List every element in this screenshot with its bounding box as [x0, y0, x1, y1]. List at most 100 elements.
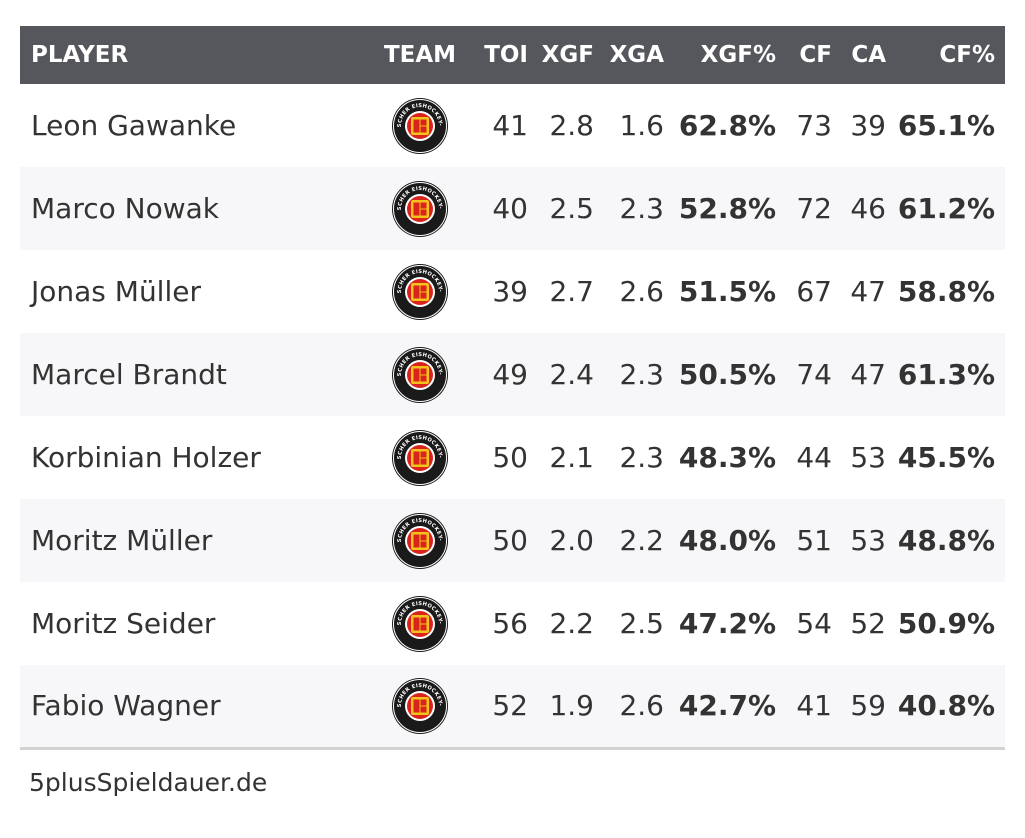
toi-value: 52 — [492, 689, 528, 723]
ca-value: 39 — [850, 109, 886, 142]
xgf-pct-value: 42.7% — [678, 689, 776, 723]
xgf-value: 2.7 — [549, 275, 594, 308]
xga-value: 2.3 — [619, 441, 664, 474]
team-cell: DEUTSCHER EISHOCKEY-BUND — [370, 333, 470, 416]
team-cell: DEUTSCHER EISHOCKEY-BUND — [370, 499, 470, 582]
xgf-value: 2.8 — [549, 109, 594, 142]
cf-value: 44 — [796, 441, 832, 474]
xga-value: 2.6 — [619, 275, 664, 308]
cf-value: 74 — [796, 358, 832, 391]
cf-value: 54 — [796, 607, 832, 640]
player-name: Fabio Wagner — [31, 689, 221, 723]
toi-value: 50 — [492, 524, 528, 557]
ca-value: 52 — [850, 607, 886, 640]
ca-value: 53 — [850, 441, 886, 474]
team-cell: DEUTSCHER EISHOCKEY-BUND — [370, 167, 470, 250]
table-row: Jonas Müller DEUTSCHER EISHOCKEY-BUND 39… — [20, 250, 1005, 333]
player-name: Jonas Müller — [31, 275, 201, 308]
cf-pct-value: 40.8% — [897, 689, 995, 723]
toi-value: 49 — [492, 358, 528, 391]
cf-pct-value: 50.9% — [897, 607, 995, 640]
header-xga[interactable]: XGA — [609, 42, 664, 68]
xgf-value: 2.4 — [549, 358, 594, 391]
header-cf[interactable]: CF — [799, 42, 832, 68]
table-row: Korbinian Holzer DEUTSCHER EISHOCKEY-BUN… — [20, 416, 1005, 499]
team-cell: DEUTSCHER EISHOCKEY-BUND — [370, 84, 470, 167]
header-xgf-pct[interactable]: XGF% — [700, 42, 776, 68]
xgf-value: 2.2 — [549, 607, 594, 640]
team-cell: DEUTSCHER EISHOCKEY-BUND — [370, 665, 470, 748]
table-row: Leon Gawanke DEUTSCHER EISHOCKEY-BUND 41… — [20, 84, 1005, 167]
xga-value: 2.2 — [619, 524, 664, 557]
player-name: Marcel Brandt — [31, 358, 227, 391]
xgf-pct-value: 50.5% — [678, 358, 776, 391]
ca-value: 47 — [850, 275, 886, 308]
player-name: Moritz Seider — [31, 607, 216, 640]
cf-value: 67 — [796, 275, 832, 308]
ca-value: 47 — [850, 358, 886, 391]
source-credit: 5plusSpieldauer.de — [29, 768, 268, 797]
table-row: Marcel Brandt DEUTSCHER EISHOCKEY-BUND 4… — [20, 333, 1005, 416]
cf-value: 72 — [796, 192, 832, 225]
team-cell: DEUTSCHER EISHOCKEY-BUND — [370, 250, 470, 333]
table-body: Leon Gawanke DEUTSCHER EISHOCKEY-BUND 41… — [20, 84, 1005, 748]
xgf-pct-value: 62.8% — [678, 109, 776, 142]
table-row: Marco Nowak DEUTSCHER EISHOCKEY-BUND 40 2… — [20, 167, 1005, 250]
toi-value: 39 — [492, 275, 528, 308]
header-xgf[interactable]: XGF — [541, 42, 594, 68]
player-name: Leon Gawanke — [31, 109, 237, 142]
ca-value: 53 — [850, 524, 886, 557]
player-stats-table: PLAYER TEAM TOI XGF XGA XGF% CF CA CF% L… — [20, 26, 1005, 750]
table-row: Fabio Wagner DEUTSCHER EISHOCKEY-BUND 52… — [20, 665, 1005, 748]
table-header: PLAYER TEAM TOI XGF XGA XGF% CF CA CF% — [20, 26, 1005, 84]
toi-value: 40 — [492, 192, 528, 225]
cf-pct-value: 48.8% — [897, 524, 995, 557]
team-cell: DEUTSCHER EISHOCKEY-BUND — [370, 582, 470, 665]
deb-logo-icon: DEUTSCHER EISHOCKEY-BUND — [391, 180, 448, 237]
cf-pct-value: 65.1% — [897, 109, 995, 142]
header-team[interactable]: TEAM — [383, 42, 457, 68]
xgf-pct-value: 52.8% — [678, 192, 776, 225]
cf-pct-value: 58.8% — [897, 275, 995, 308]
cf-pct-value: 45.5% — [897, 441, 995, 474]
xga-value: 2.5 — [619, 607, 664, 640]
deb-logo-icon: DEUTSCHER EISHOCKEY-BUND — [391, 512, 448, 569]
deb-logo-icon: DEUTSCHER EISHOCKEY-BUND — [391, 595, 448, 652]
xgf-value: 1.9 — [549, 689, 594, 723]
cf-pct-value: 61.2% — [897, 192, 995, 225]
xga-value: 2.3 — [619, 358, 664, 391]
header-cf-pct[interactable]: CF% — [939, 42, 995, 68]
player-name: Korbinian Holzer — [31, 441, 261, 474]
deb-logo-icon: DEUTSCHER EISHOCKEY-BUND — [391, 429, 448, 486]
xgf-value: 2.1 — [549, 441, 594, 474]
header-toi[interactable]: TOI — [484, 42, 528, 68]
xgf-value: 2.0 — [549, 524, 594, 557]
ca-value: 46 — [850, 192, 886, 225]
player-name: Moritz Müller — [31, 524, 213, 557]
xga-value: 1.6 — [619, 109, 664, 142]
deb-logo-icon: DEUTSCHER EISHOCKEY-BUND — [391, 97, 448, 154]
table-row: Moritz Seider DEUTSCHER EISHOCKEY-BUND 5… — [20, 582, 1005, 665]
cf-value: 73 — [796, 109, 832, 142]
deb-logo-icon: DEUTSCHER EISHOCKEY-BUND — [391, 263, 448, 320]
team-cell: DEUTSCHER EISHOCKEY-BUND — [370, 416, 470, 499]
cf-pct-value: 61.3% — [897, 358, 995, 391]
xgf-pct-value: 47.2% — [678, 607, 776, 640]
xgf-pct-value: 48.0% — [678, 524, 776, 557]
cf-value: 41 — [796, 689, 832, 723]
xgf-value: 2.5 — [549, 192, 594, 225]
xgf-pct-value: 48.3% — [678, 441, 776, 474]
xga-value: 2.6 — [619, 689, 664, 723]
deb-logo-icon: DEUTSCHER EISHOCKEY-BUND — [391, 677, 448, 734]
deb-logo-icon: DEUTSCHER EISHOCKEY-BUND — [391, 346, 448, 403]
toi-value: 41 — [492, 109, 528, 142]
table-row: Moritz Müller DEUTSCHER EISHOCKEY-BUND 5… — [20, 499, 1005, 582]
header-ca[interactable]: CA — [851, 42, 886, 68]
ca-value: 59 — [850, 689, 886, 723]
toi-value: 50 — [492, 441, 528, 474]
xgf-pct-value: 51.5% — [678, 275, 776, 308]
player-name: Marco Nowak — [31, 192, 219, 225]
header-player[interactable]: PLAYER — [31, 42, 129, 68]
toi-value: 56 — [492, 607, 528, 640]
xga-value: 2.3 — [619, 192, 664, 225]
